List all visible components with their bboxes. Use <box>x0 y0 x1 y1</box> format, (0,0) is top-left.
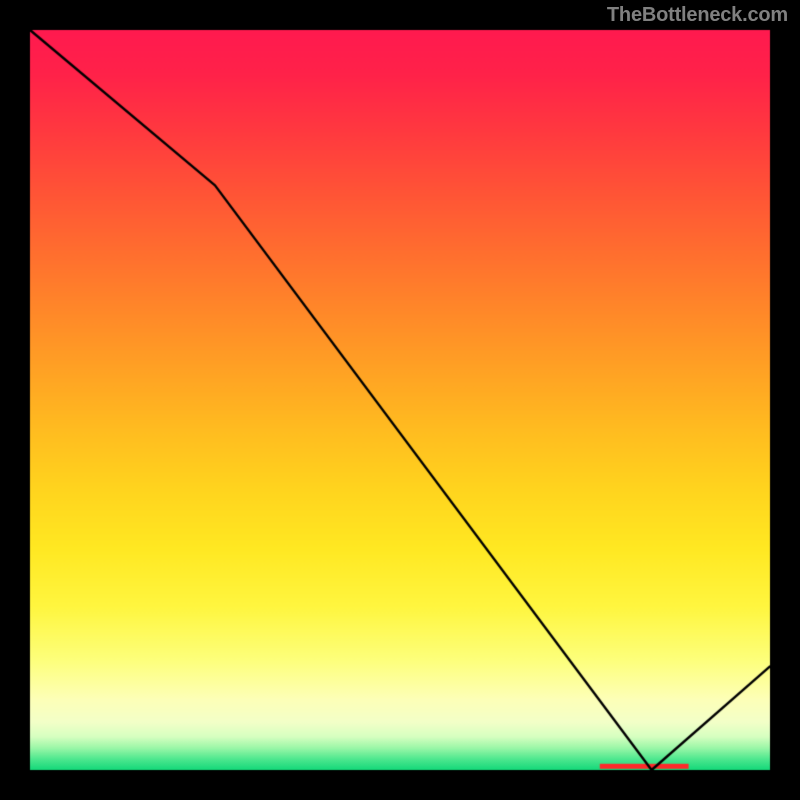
chart-container: { "watermark": "TheBottleneck.com", "cha… <box>0 0 800 800</box>
watermark-text: TheBottleneck.com <box>607 4 788 27</box>
bottleneck-chart <box>0 0 800 800</box>
